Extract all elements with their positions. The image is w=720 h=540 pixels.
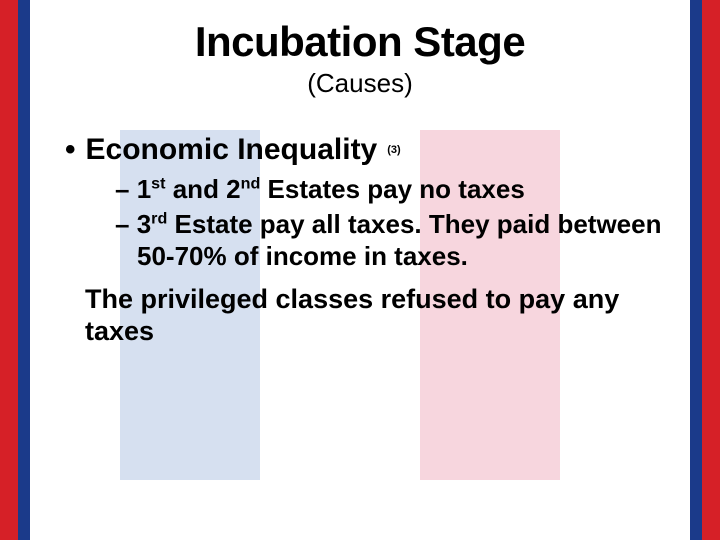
sub1-mid: and <box>166 174 227 204</box>
ordinal-1-suffix: st <box>151 174 165 192</box>
slide-subtitle: (Causes) <box>45 68 675 99</box>
ordinal-1-num: 1 <box>137 174 151 204</box>
bullet-ref: (3) <box>387 144 400 156</box>
sub-bullet-2: – 3rd Estate pay all taxes. They paid be… <box>115 208 675 273</box>
ordinal-3-num: 3 <box>137 209 151 239</box>
sub-bullet-list: – 1st and 2nd Estates pay no taxes – 3rd… <box>45 173 675 273</box>
slide-title: Incubation Stage <box>45 18 675 66</box>
summary-text: The privileged classes refused to pay an… <box>45 283 675 348</box>
border-red-left <box>0 0 18 540</box>
ordinal-2-num: 2 <box>226 174 240 204</box>
slide-content: Incubation Stage (Causes) • Economic Ine… <box>45 18 675 347</box>
bullet-main: • Economic Inequality (3) <box>45 133 675 167</box>
bullet-text: Economic Inequality <box>86 133 378 167</box>
border-red-right <box>702 0 720 540</box>
ordinal-3-suffix: rd <box>151 209 167 227</box>
border-blue-right <box>690 0 702 540</box>
dash-icon: – <box>115 174 129 204</box>
dash-icon: – <box>115 209 129 239</box>
bullet-marker: • <box>65 133 76 167</box>
sub-bullet-1: – 1st and 2nd Estates pay no taxes <box>115 173 675 206</box>
ordinal-2-suffix: nd <box>241 174 261 192</box>
sub2-tail: Estate pay all taxes. They paid between … <box>137 209 662 272</box>
border-blue-left <box>18 0 30 540</box>
sub1-tail: Estates pay no taxes <box>260 174 524 204</box>
